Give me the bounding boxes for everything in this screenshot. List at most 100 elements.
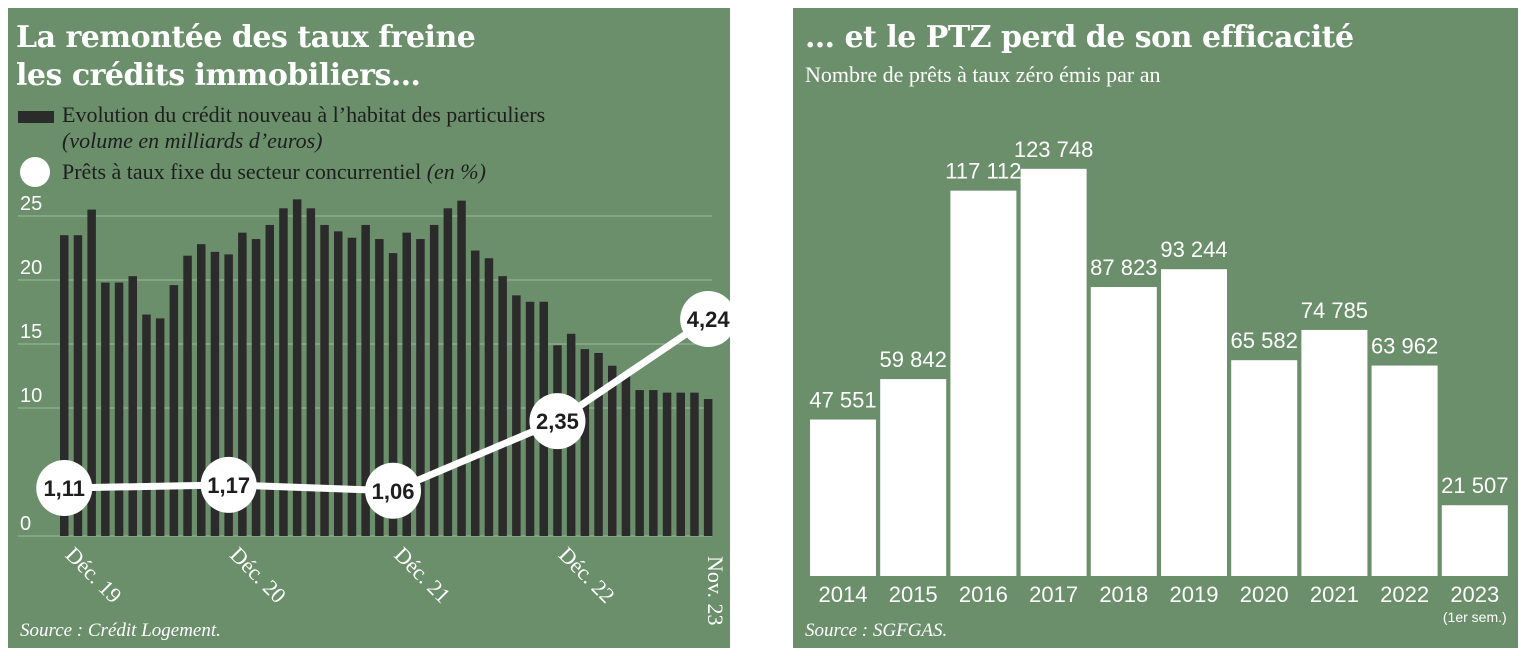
credit-bar <box>265 224 274 536</box>
ptz-year-label: 2020 <box>1240 582 1289 607</box>
ptz-year-label: 2018 <box>1099 582 1148 607</box>
ptz-value-label: 63 962 <box>1371 334 1438 359</box>
ptz-bar <box>1371 365 1438 576</box>
ptz-value-label: 123 748 <box>1014 137 1094 162</box>
rate-point-label: 1,11 <box>43 476 85 501</box>
credit-bar <box>87 209 96 536</box>
credit-bar <box>635 390 644 536</box>
left-source: Source : Crédit Logement. <box>20 620 221 641</box>
credit-bar <box>429 224 439 536</box>
x-tick-label: Déc. 19 <box>61 542 127 608</box>
ptz-value-label: 59 842 <box>880 347 947 372</box>
credit-bar <box>402 232 411 536</box>
ptz-bar <box>1441 505 1508 576</box>
credit-bar <box>416 239 425 537</box>
ptz-bar <box>1231 360 1298 576</box>
right-chart-title: … et le PTZ perd de son efficacité <box>805 20 1354 55</box>
ptz-value-label: 93 244 <box>1160 237 1227 262</box>
legend-line-swatch <box>20 157 50 187</box>
y-tick-label: 20 <box>20 257 42 279</box>
credit-bar <box>210 251 220 536</box>
right-chart-panel: … et le PTZ perd de son efficacité Nombr… <box>793 8 1518 648</box>
credit-bar <box>649 390 658 536</box>
ptz-value-label: 47 551 <box>809 388 876 413</box>
credit-bar <box>662 392 672 536</box>
credit-bar <box>580 349 590 536</box>
credit-bar <box>73 235 83 536</box>
credit-bar <box>155 318 165 536</box>
credit-bar <box>498 276 507 536</box>
x-tick-label: Déc. 21 <box>390 542 456 608</box>
credit-bar <box>142 314 151 536</box>
ptz-value-label: 65 582 <box>1231 328 1298 353</box>
ptz-bar <box>1161 269 1227 576</box>
credit-bar <box>292 199 302 537</box>
credit-bar <box>334 231 343 537</box>
rate-point <box>365 462 422 519</box>
ptz-year-label: 2021 <box>1310 582 1359 607</box>
legend-line-unit: (en %) <box>426 159 486 184</box>
credit-bar <box>676 392 685 536</box>
credit-bar <box>594 352 603 536</box>
y-tick-label: 0 <box>20 513 31 535</box>
credit-bar <box>471 250 480 536</box>
left-chart-plot: 25 20 15 10 0 1,11 1,17 1,06 2,35 4,24 Déc. 19 Déc.… <box>18 193 730 625</box>
credit-bar <box>306 208 316 536</box>
left-chart-title-line1: La remontée des taux freine <box>16 20 476 55</box>
legend-bar-unit: (volume en milliards d’euros) <box>62 128 323 153</box>
credit-bar <box>361 224 370 536</box>
ptz-year-label: 2022 <box>1380 582 1429 607</box>
ptz-value-label: 87 823 <box>1090 255 1157 280</box>
credit-bar <box>608 365 617 536</box>
credit-bar <box>279 208 288 536</box>
x-tick-label: Déc. 22 <box>554 542 620 608</box>
ptz-bar <box>1090 287 1157 576</box>
credit-bar <box>512 295 521 536</box>
left-chart-title-line2: les crédits immobiliers… <box>16 58 421 93</box>
rate-point-label: 1,06 <box>372 479 415 504</box>
ptz-bar <box>1020 168 1087 576</box>
ptz-year-label: 2019 <box>1170 582 1219 607</box>
credit-bar <box>197 244 206 536</box>
rate-point-label: 2,35 <box>536 409 579 434</box>
credit-bar <box>101 282 110 536</box>
ptz-bar <box>880 379 947 576</box>
credit-bar <box>60 235 69 536</box>
x-tick-label: Déc. 20 <box>225 542 291 608</box>
credit-bar <box>320 224 329 536</box>
credit-bar <box>375 239 384 537</box>
ptz-value-label: 21 507 <box>1441 473 1508 498</box>
y-tick-label: 25 <box>20 193 42 215</box>
ptz-year-label: 2015 <box>889 582 938 607</box>
x-tick-label: Nov. 23 <box>703 556 728 625</box>
rate-point <box>680 291 730 348</box>
right-source: Source : SGFGAS. <box>805 620 948 641</box>
credit-bar <box>114 282 124 536</box>
credit-bar <box>251 239 261 537</box>
legend-line-label: Prêts à taux fixe du secteur concurrenti… <box>62 159 422 184</box>
credit-bar <box>169 285 179 536</box>
credit-bar <box>457 200 466 536</box>
right-chart-plot: 47 551 2014 59 842 2015 117 112 2016 123 748 20… <box>809 137 1508 625</box>
credit-bar <box>183 255 192 536</box>
credit-bar <box>388 253 398 536</box>
note-2023-label: (1er sem.) <box>1443 609 1507 625</box>
legend-bar-swatch <box>18 111 54 123</box>
credit-bar <box>224 254 233 536</box>
left-chart-panel: La remontée des taux freine les crédits … <box>8 8 730 648</box>
credit-bar <box>621 374 631 536</box>
ptz-bar <box>1301 329 1368 576</box>
credit-bar <box>347 237 357 536</box>
credit-bar <box>443 208 453 536</box>
ptz-year-label: 2016 <box>959 582 1008 607</box>
y-tick-label: 15 <box>20 321 42 343</box>
credit-bar <box>703 399 713 536</box>
rate-point-label: 1,17 <box>207 473 250 498</box>
credit-bar <box>128 276 137 536</box>
ptz-value-label: 74 785 <box>1301 298 1368 323</box>
credit-bar <box>238 232 247 536</box>
rate-point <box>36 460 93 517</box>
rate-point-label: 4,24 <box>687 307 730 332</box>
ptz-year-label: 2023 <box>1450 582 1499 607</box>
ptz-bar <box>810 419 876 576</box>
